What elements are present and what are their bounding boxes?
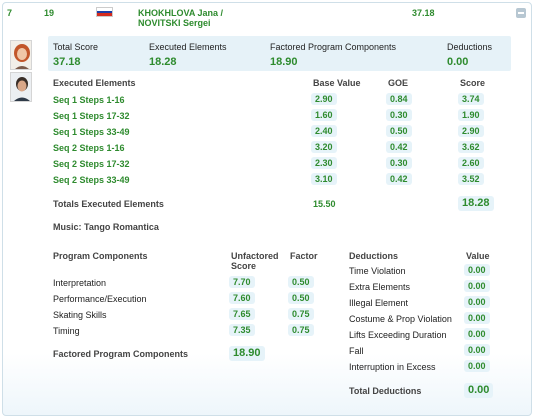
element-base: 3.10 (311, 173, 337, 185)
total-deductions-value: 0.00 (464, 383, 494, 398)
deduction-name: Fall (349, 346, 364, 356)
components-title: Program Components (53, 251, 148, 261)
element-name: Seq 1 Steps 33-49 (53, 127, 130, 137)
totals-executed-label: Totals Executed Elements (53, 199, 164, 209)
element-score: 3.62 (458, 141, 484, 153)
component-score: 7.70 (229, 276, 255, 288)
component-score: 7.65 (229, 308, 255, 320)
deduction-name: Interruption in Excess (349, 362, 436, 372)
component-name: Performance/Execution (53, 294, 147, 304)
element-score: 3.74 (458, 93, 484, 105)
component-name: Interpretation (53, 278, 107, 288)
elements-table-title: Executed Elements (53, 78, 136, 88)
col-factor: Factor (290, 251, 318, 261)
russia-flag-icon (96, 7, 113, 17)
deduction-name: Costume & Prop Violation (349, 314, 452, 324)
executed-elements-label: Executed Elements (149, 42, 227, 52)
element-score: 2.90 (458, 125, 484, 137)
element-score: 3.52 (458, 173, 484, 185)
deductions-value: 0.00 (447, 56, 469, 68)
component-name: Skating Skills (53, 310, 107, 320)
col-base-value: Base Value (313, 78, 361, 88)
male-athlete-avatar (10, 72, 32, 102)
minus-icon[interactable] (516, 8, 526, 18)
total-score-label: Total Score (53, 42, 99, 52)
total-deductions-label: Total Deductions (349, 386, 422, 396)
score-summary (48, 36, 511, 71)
skater-name-line1[interactable]: KHOKHLOVA Jana / (138, 8, 224, 18)
deduction-value: 0.00 (464, 280, 490, 292)
rank: 7 (7, 8, 13, 18)
element-base: 1.60 (311, 109, 337, 121)
element-goe: 0.30 (386, 109, 412, 121)
element-name: Seq 1 Steps 1-16 (53, 95, 125, 105)
component-factor: 0.50 (288, 292, 314, 304)
deduction-name: Illegal Element (349, 298, 409, 308)
component-score: 7.35 (229, 324, 255, 336)
totals-executed-base: 15.50 (313, 199, 336, 209)
element-goe: 0.30 (386, 157, 412, 169)
element-goe: 0.84 (386, 93, 412, 105)
skater-name-line2[interactable]: NOVITSKI Sergei (138, 18, 211, 28)
col-unfactored: Unfactored (231, 251, 279, 261)
deduction-value: 0.00 (464, 360, 490, 372)
deduction-name: Time Violation (349, 266, 406, 276)
factored-components-label: Factored Program Components (270, 42, 397, 52)
component-factor: 0.50 (288, 276, 314, 288)
element-score: 2.60 (458, 157, 484, 169)
element-base: 2.90 (311, 93, 337, 105)
col-unfactored-score: Score (231, 261, 257, 271)
totals-executed-score: 18.28 (458, 196, 494, 211)
element-goe: 0.42 (386, 141, 412, 153)
deduction-name: Extra Elements (349, 282, 411, 292)
factored-components-total: 18.90 (229, 346, 265, 361)
component-factor: 0.75 (288, 324, 314, 336)
element-name: Seq 2 Steps 17-32 (53, 159, 130, 169)
element-name: Seq 2 Steps 1-16 (53, 143, 125, 153)
element-base: 3.20 (311, 141, 337, 153)
deduction-value: 0.00 (464, 328, 490, 340)
deduction-name: Lifts Exceeding Duration (349, 330, 447, 340)
element-name: Seq 1 Steps 17-32 (53, 111, 130, 121)
music-title: Music: Tango Romantica (53, 222, 159, 232)
deduction-value: 0.00 (464, 344, 490, 356)
element-score: 1.90 (458, 109, 484, 121)
factored-components-total-label: Factored Program Components (53, 349, 189, 359)
deductions-label: Deductions (447, 42, 493, 52)
element-base: 2.40 (311, 125, 337, 137)
element-goe: 0.50 (386, 125, 412, 137)
col-score: Score (460, 78, 486, 88)
deduction-value: 0.00 (464, 264, 490, 276)
component-name: Timing (53, 326, 80, 336)
component-factor: 0.75 (288, 308, 314, 320)
total-score-value: 37.18 (53, 56, 81, 68)
col-goe: GOE (388, 78, 409, 88)
deduction-value: 0.00 (464, 296, 490, 308)
deduction-value: 0.00 (464, 312, 490, 324)
deductions-title: Deductions (349, 251, 399, 261)
header-total: 37.18 (412, 8, 435, 18)
start-number: 19 (44, 8, 55, 18)
executed-elements-value: 18.28 (149, 56, 177, 68)
female-athlete-avatar (10, 40, 32, 70)
element-base: 2.30 (311, 157, 337, 169)
component-score: 7.60 (229, 292, 255, 304)
col-deduction-value: Value (466, 251, 490, 261)
element-name: Seq 2 Steps 33-49 (53, 175, 130, 185)
element-goe: 0.42 (386, 173, 412, 185)
factored-components-value: 18.90 (270, 56, 298, 68)
